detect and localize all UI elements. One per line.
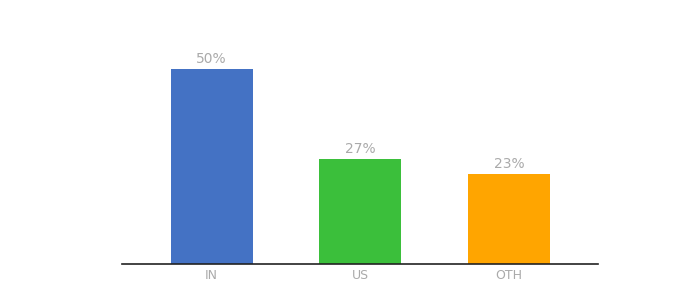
Text: 23%: 23% xyxy=(494,157,524,171)
Text: 50%: 50% xyxy=(197,52,227,66)
Text: 27%: 27% xyxy=(345,142,376,156)
Bar xyxy=(171,69,252,264)
Bar xyxy=(320,159,401,264)
Bar xyxy=(469,174,550,264)
